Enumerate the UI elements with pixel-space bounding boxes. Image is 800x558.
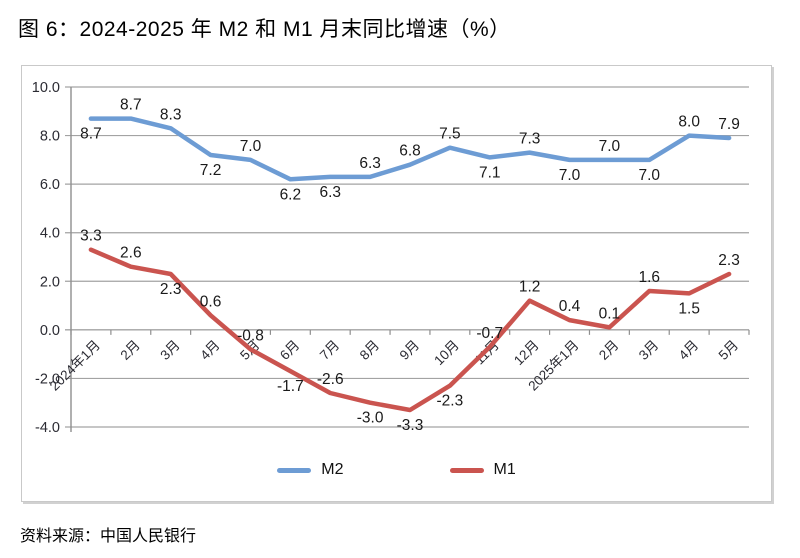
- x-axis-label: 9月: [397, 337, 422, 362]
- legend-label-m1: M1: [493, 461, 516, 478]
- m1-data-label: -3.3: [397, 417, 424, 434]
- x-axis-label: 6月: [277, 337, 302, 362]
- m1-data-label: 0.4: [559, 298, 581, 315]
- y-axis-label: -4.0: [35, 420, 60, 436]
- m1-data-label: 0.1: [599, 305, 621, 322]
- y-axis-label: 0.0: [40, 323, 60, 339]
- chart-legend: M2 M1: [22, 459, 771, 481]
- x-axis-label: 2024年1月: [47, 337, 103, 393]
- m1-line: [88, 247, 732, 413]
- m1-data-label: 2.6: [120, 245, 142, 262]
- x-axis-label: 2月: [117, 337, 142, 362]
- m2-data-label: 6.3: [319, 184, 341, 201]
- m2-data-label: 7.0: [559, 167, 581, 184]
- x-axis-label: 3月: [636, 337, 661, 362]
- m1-data-label: 1.6: [639, 269, 661, 286]
- x-axis-label: 10月: [431, 337, 462, 368]
- y-axis-label: 4.0: [40, 226, 60, 242]
- x-axis-label: 7月: [317, 337, 342, 362]
- y-axis-label: 10.0: [32, 80, 60, 96]
- m1-data-label: 1.5: [678, 300, 700, 317]
- m1-data-label: -0.7: [476, 325, 503, 342]
- m2-data-label: 7.9: [718, 116, 740, 133]
- chart-container: 10.0 8.0 6.0 4.0 2.0 0.0 -2.0 -4.0 2024年1月 2月 3月 4月…: [21, 65, 772, 502]
- figure-title: 图 6：2024-2025 年 M2 和 M1 月末同比增速（%）: [18, 18, 511, 41]
- chart-svg: 10.0 8.0 6.0 4.0 2.0 0.0 -2.0 -4.0 2024年1月 2月 3月 4月…: [32, 80, 750, 436]
- m2-data-label: 8.7: [120, 97, 142, 114]
- legend-label-m2: M2: [321, 461, 344, 478]
- m1-data-label: -1.7: [277, 378, 304, 395]
- m2-data-label: 6.3: [359, 155, 381, 172]
- m1-data-label: -3.0: [357, 410, 384, 427]
- m2-data-label: 7.5: [439, 126, 461, 143]
- x-axis-label: 2月: [596, 337, 621, 362]
- m1-data-label: -0.8: [237, 327, 264, 344]
- x-axis-label: 4月: [676, 337, 701, 362]
- source-note: 资料来源：中国人民银行: [20, 528, 197, 545]
- y-axis-label: 6.0: [40, 177, 60, 193]
- m1-data-label: 1.2: [519, 279, 541, 296]
- m2-data-label: 7.0: [639, 167, 661, 184]
- legend-item-m1: M1: [449, 461, 516, 479]
- m2-data-label: 7.2: [200, 162, 222, 179]
- m1-data-label: -2.3: [437, 393, 464, 410]
- m2-data-label: 7.1: [479, 164, 501, 181]
- x-axis-label: 3月: [157, 337, 182, 362]
- m2-data-label: 6.8: [399, 143, 421, 160]
- y-axis-label: 8.0: [40, 129, 60, 145]
- m2-data-label: 6.2: [280, 186, 302, 203]
- m2-line-swatch-icon: [277, 467, 312, 473]
- m1-data-label: -2.6: [317, 371, 344, 388]
- x-axis-label: 4月: [197, 337, 222, 362]
- x-axis-label: 5月: [716, 337, 741, 362]
- y-axis-label: -2.0: [35, 371, 60, 387]
- x-axis-label: 12月: [511, 337, 542, 368]
- m1-line-swatch-icon: [449, 467, 484, 473]
- m2-data-label: 8.0: [678, 114, 700, 131]
- m1-data-label: 0.6: [200, 293, 222, 310]
- m2-line: [88, 116, 732, 182]
- y-axis-label: 2.0: [40, 274, 60, 290]
- m2-data-label: 8.3: [160, 106, 182, 123]
- m1-data-label: 2.3: [718, 252, 740, 269]
- legend-item-m2: M2: [277, 461, 344, 479]
- x-axis-label: 8月: [357, 337, 382, 362]
- m2-data-label: 7.0: [240, 138, 262, 155]
- m1-data-label: 2.3: [160, 281, 182, 298]
- m2-data-label: 8.7: [80, 126, 102, 143]
- m2-data-label: 7.0: [599, 138, 621, 155]
- m2-data-label: 7.3: [519, 131, 541, 148]
- m1-data-label: 3.3: [80, 228, 102, 245]
